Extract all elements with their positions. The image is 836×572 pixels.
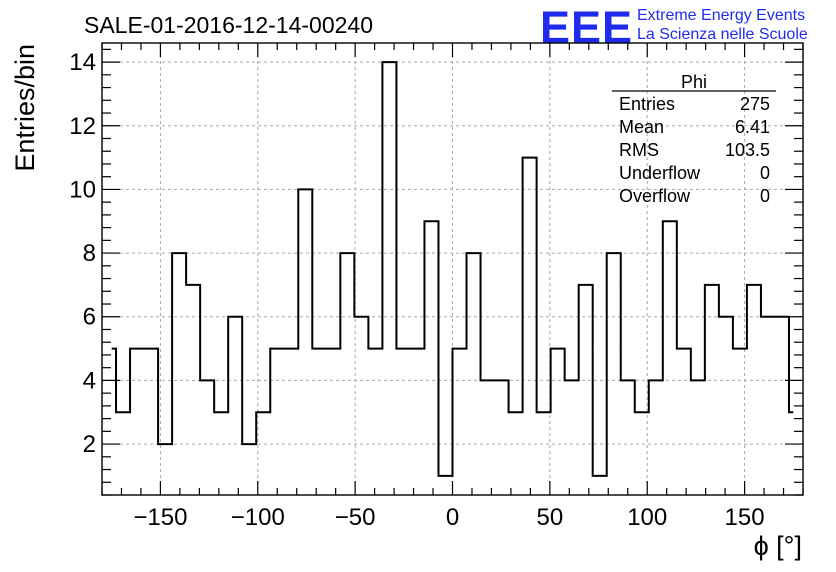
x-tick-label: 100: [627, 504, 667, 531]
x-tick-label: 0: [446, 504, 459, 531]
axis-ticks: [101, 43, 804, 496]
eee-logo: EEE Extreme Energy Events La Scienza nel…: [540, 2, 808, 53]
x-tick-label: −50: [335, 504, 376, 531]
x-tick-label: −150: [133, 504, 187, 531]
y-tick-label: 14: [69, 49, 96, 76]
y-tick-label: 6: [83, 304, 96, 331]
grid: [102, 43, 803, 495]
y-tick-label: 8: [83, 240, 96, 267]
stats-underflow-label: Underflow: [619, 163, 701, 183]
stats-name: Phi: [681, 72, 707, 92]
chart-title: SALE-01-2016-12-14-00240: [84, 12, 373, 38]
y-tick-label: 10: [69, 176, 96, 203]
y-tick-label: 12: [69, 113, 96, 140]
eee-logo-line2: La Scienza nelle Scuole: [637, 26, 808, 43]
stats-entries-label: Entries: [619, 94, 675, 114]
stats-mean-label: Mean: [619, 117, 664, 137]
x-tick-labels: −150 −100 −50 0 50 100 150: [133, 504, 764, 531]
stats-underflow-value: 0: [760, 163, 770, 183]
y-tick-labels: 2 4 6 8 10 12 14: [69, 49, 96, 458]
y-axis-label: Entries/bin: [10, 44, 40, 172]
eee-logo-line1: Extreme Energy Events: [637, 7, 805, 24]
y-tick-label: 4: [83, 367, 96, 394]
stats-rms-label: RMS: [619, 140, 659, 160]
x-tick-label: −100: [231, 504, 285, 531]
histogram-line: [111, 61, 794, 477]
stats-entries-value: 275: [740, 94, 770, 114]
x-tick-label: 150: [725, 504, 765, 531]
stats-overflow-value: 0: [760, 186, 770, 206]
stats-mean-value: 6.41: [735, 117, 770, 137]
stats-box: Phi Entries 275 Mean 6.41 RMS 103.5 Unde…: [612, 72, 776, 206]
stats-rms-value: 103.5: [725, 140, 770, 160]
x-tick-label: 50: [537, 504, 564, 531]
eee-logo-mark: EEE: [540, 2, 633, 53]
plot-frame: [101, 42, 804, 496]
x-axis-label: ϕ [°]: [754, 531, 802, 561]
y-tick-label: 2: [83, 431, 96, 458]
stats-overflow-label: Overflow: [619, 186, 691, 206]
